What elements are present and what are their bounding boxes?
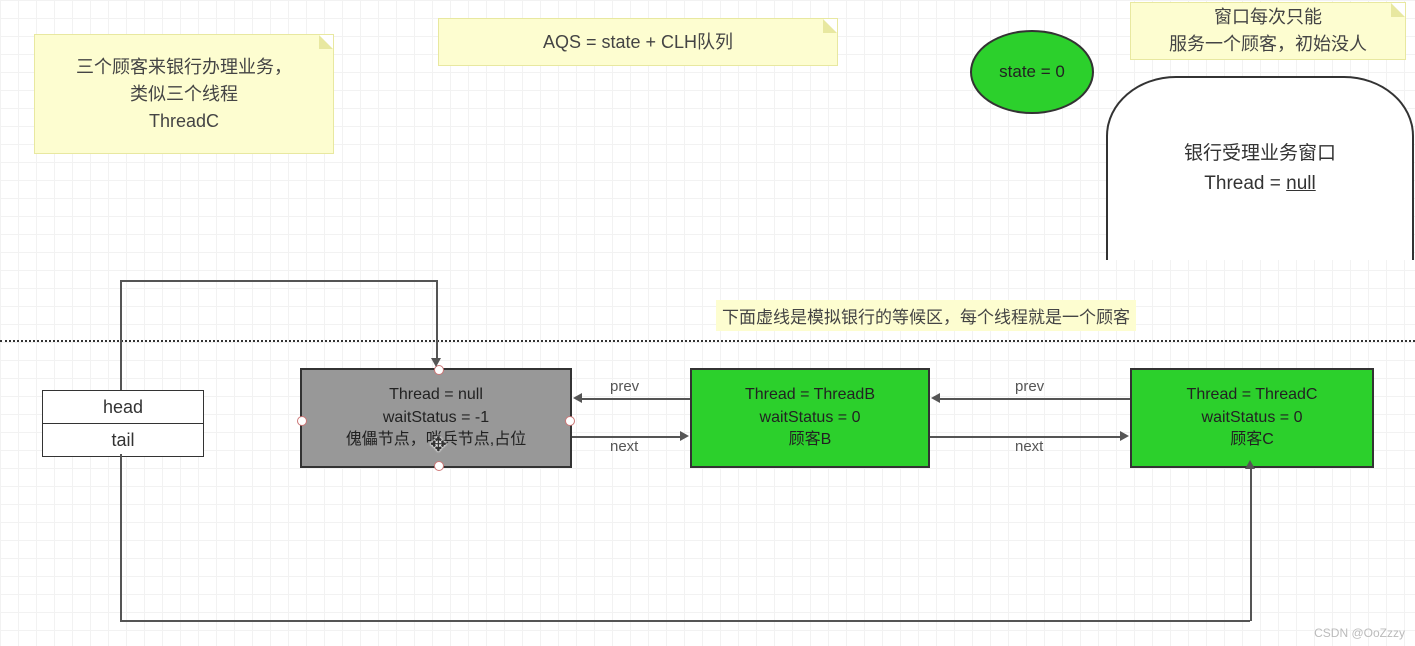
dashed-separator xyxy=(0,340,1415,342)
note-right-line1: 窗口每次只能 xyxy=(1169,4,1367,31)
note-top-text: AQS = state + CLH队列 xyxy=(543,29,733,56)
tail-edge-h xyxy=(120,620,1250,622)
label-b-next: next xyxy=(1015,438,1043,455)
b-l1: Thread = ThreadB xyxy=(745,384,875,406)
tail-edge-arrow xyxy=(1245,460,1255,469)
c-l1: Thread = ThreadC xyxy=(1187,384,1318,406)
note-left-line3: ThreadC xyxy=(76,108,292,135)
tail-edge-v2 xyxy=(1250,468,1252,621)
state-label: state = 0 xyxy=(999,62,1065,82)
tail-cell: tail xyxy=(43,424,203,456)
head-tail-box: head tail xyxy=(42,390,204,457)
head-edge-h xyxy=(120,280,436,282)
arrow-dummy-next xyxy=(680,431,689,441)
window-line1: 银行受理业务窗口 xyxy=(1184,139,1336,169)
dummy-l2: waitStatus = -1 xyxy=(383,407,489,429)
edge-c-prev xyxy=(940,398,1130,400)
head-cell: head xyxy=(43,391,203,424)
c-l3: 顾客C xyxy=(1230,429,1274,451)
node-b[interactable]: Thread = ThreadB waitStatus = 0 顾客B xyxy=(690,368,930,468)
head-edge-arrow xyxy=(431,358,441,367)
dummy-l1: Thread = null xyxy=(389,384,483,406)
note-left-line2: 类似三个线程 xyxy=(76,81,292,108)
arrow-b-next xyxy=(1120,431,1129,441)
edge-b-prev xyxy=(582,398,690,400)
head-edge-v1 xyxy=(120,280,122,390)
arrow-b-prev xyxy=(573,393,582,403)
b-l3: 顾客B xyxy=(789,429,832,451)
move-cursor-icon: ✥ xyxy=(430,432,447,457)
label-dummy-next: next xyxy=(610,438,638,455)
node-c[interactable]: Thread = ThreadC waitStatus = 0 顾客C xyxy=(1130,368,1374,468)
c-l2: waitStatus = 0 xyxy=(1202,407,1303,429)
note-right-line2: 服务一个顾客，初始没人 xyxy=(1169,31,1367,58)
note-right: 窗口每次只能 服务一个顾客，初始没人 xyxy=(1130,2,1406,60)
b-l2: waitStatus = 0 xyxy=(760,407,861,429)
window-line2: Thread = null xyxy=(1204,169,1315,199)
note-top: AQS = state + CLH队列 xyxy=(438,18,838,66)
note-left: 三个顾客来银行办理业务， 类似三个线程 ThreadC xyxy=(34,34,334,154)
note-left-line1: 三个顾客来银行办理业务， xyxy=(76,54,292,81)
arrow-c-prev xyxy=(931,393,940,403)
label-c-prev: prev xyxy=(1015,378,1044,395)
watermark: CSDN @OoZzzy xyxy=(1314,626,1405,640)
label-b-prev: prev xyxy=(610,378,639,395)
head-edge-v2 xyxy=(436,280,438,360)
waiting-area-caption: 下面虚线是模拟银行的等候区，每个线程就是一个顾客 xyxy=(716,300,1136,331)
service-window: 银行受理业务窗口 Thread = null xyxy=(1106,76,1414,260)
tail-edge-v1 xyxy=(120,454,122,620)
state-ellipse: state = 0 xyxy=(970,30,1094,114)
